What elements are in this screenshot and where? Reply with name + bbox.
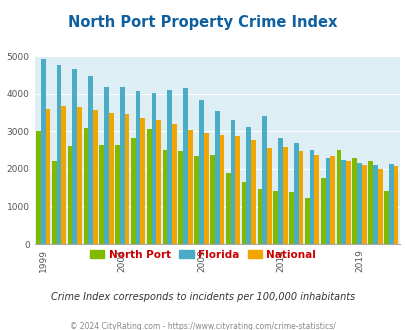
Bar	[41, 59, 45, 244]
Bar	[262, 115, 266, 244]
Bar	[147, 129, 151, 244]
Bar	[251, 140, 255, 244]
Bar	[115, 145, 119, 244]
Bar	[325, 158, 330, 244]
Bar	[219, 136, 224, 244]
Text: North Port Property Crime Index: North Port Property Crime Index	[68, 15, 337, 30]
Bar	[314, 155, 318, 244]
Bar	[61, 106, 66, 244]
Bar	[167, 89, 172, 244]
Bar	[392, 166, 397, 244]
Bar	[230, 120, 235, 244]
Bar	[203, 133, 208, 244]
Bar	[109, 113, 113, 244]
Bar	[99, 145, 104, 244]
Bar	[336, 150, 341, 244]
Bar	[214, 111, 219, 244]
Bar	[151, 93, 156, 244]
Bar	[246, 127, 251, 244]
Bar	[52, 161, 57, 244]
Bar	[356, 163, 361, 244]
Bar	[320, 178, 325, 244]
Bar	[266, 148, 271, 244]
Bar	[282, 147, 287, 244]
Bar	[88, 76, 93, 244]
Bar	[194, 156, 198, 244]
Bar	[235, 136, 239, 244]
Bar	[172, 124, 177, 244]
Text: © 2024 CityRating.com - https://www.cityrating.com/crime-statistics/: © 2024 CityRating.com - https://www.city…	[70, 322, 335, 330]
Bar	[156, 120, 161, 244]
Bar	[288, 192, 293, 244]
Bar	[131, 138, 135, 244]
Bar	[45, 109, 50, 244]
Bar	[341, 160, 345, 244]
Bar	[188, 130, 192, 244]
Bar	[345, 161, 350, 244]
Bar	[383, 191, 388, 244]
Bar	[377, 169, 382, 244]
Bar	[93, 110, 98, 244]
Bar	[330, 156, 334, 244]
Bar	[77, 107, 82, 244]
Legend: North Port, Florida, National: North Port, Florida, National	[85, 246, 320, 264]
Bar	[68, 146, 72, 244]
Bar	[104, 87, 109, 244]
Bar	[241, 182, 246, 244]
Bar	[361, 165, 366, 244]
Bar	[209, 155, 214, 244]
Bar	[225, 173, 230, 244]
Bar	[277, 138, 282, 244]
Bar	[36, 131, 41, 244]
Bar	[372, 165, 377, 244]
Text: Crime Index corresponds to incidents per 100,000 inhabitants: Crime Index corresponds to incidents per…	[51, 292, 354, 302]
Bar	[309, 150, 314, 244]
Bar	[273, 191, 277, 244]
Bar	[198, 100, 203, 244]
Bar	[140, 118, 145, 244]
Bar	[119, 87, 124, 244]
Bar	[162, 150, 167, 244]
Bar	[293, 143, 298, 244]
Bar	[178, 151, 183, 244]
Bar	[183, 88, 188, 244]
Bar	[298, 150, 303, 244]
Bar	[257, 188, 262, 244]
Bar	[367, 161, 372, 244]
Bar	[135, 91, 140, 244]
Bar	[352, 158, 356, 244]
Bar	[83, 128, 88, 244]
Bar	[304, 198, 309, 244]
Bar	[124, 115, 129, 244]
Bar	[57, 65, 61, 244]
Bar	[388, 164, 392, 244]
Bar	[72, 69, 77, 244]
